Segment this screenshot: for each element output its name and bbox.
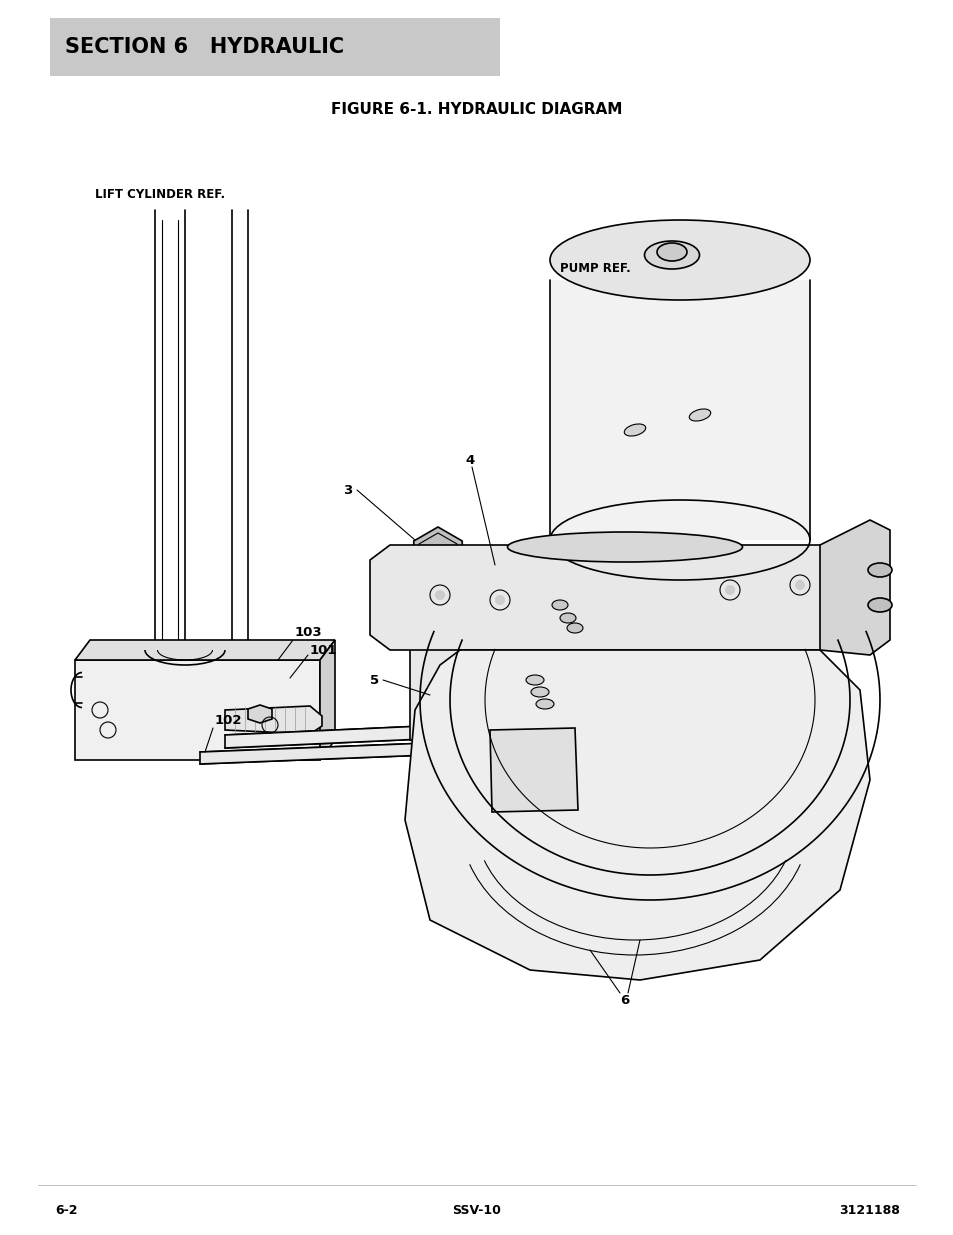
Ellipse shape	[867, 598, 891, 613]
Circle shape	[794, 580, 804, 590]
Polygon shape	[200, 739, 555, 764]
Text: 103: 103	[294, 625, 322, 638]
Polygon shape	[225, 720, 555, 748]
Text: 3: 3	[343, 483, 353, 496]
Polygon shape	[248, 705, 272, 722]
Ellipse shape	[559, 613, 576, 622]
Circle shape	[724, 585, 734, 595]
Text: 3121188: 3121188	[839, 1203, 899, 1216]
Text: SECTION 6   HYDRAULIC: SECTION 6 HYDRAULIC	[65, 37, 344, 57]
Circle shape	[435, 590, 444, 600]
Polygon shape	[519, 571, 539, 740]
Bar	[50, 19, 499, 77]
Ellipse shape	[566, 622, 582, 634]
Ellipse shape	[867, 563, 891, 577]
Text: 101: 101	[310, 643, 337, 657]
Ellipse shape	[623, 424, 645, 436]
Text: LIFT CYLINDER REF.: LIFT CYLINDER REF.	[95, 189, 225, 201]
Text: FIGURE 6-1. HYDRAULIC DIAGRAM: FIGURE 6-1. HYDRAULIC DIAGRAM	[331, 103, 622, 117]
Polygon shape	[820, 520, 889, 655]
Polygon shape	[319, 640, 335, 760]
Polygon shape	[225, 706, 322, 734]
Polygon shape	[410, 571, 539, 585]
Polygon shape	[490, 727, 578, 811]
Text: 5: 5	[370, 673, 379, 687]
Polygon shape	[370, 545, 859, 650]
Ellipse shape	[531, 687, 548, 697]
Polygon shape	[405, 650, 869, 981]
Ellipse shape	[536, 699, 554, 709]
Text: PUMP REF.: PUMP REF.	[559, 262, 630, 274]
Ellipse shape	[657, 243, 686, 261]
Polygon shape	[490, 564, 512, 580]
Ellipse shape	[525, 676, 543, 685]
Ellipse shape	[550, 220, 809, 300]
Ellipse shape	[507, 532, 741, 562]
Ellipse shape	[552, 600, 567, 610]
Polygon shape	[410, 585, 519, 740]
Ellipse shape	[644, 241, 699, 269]
Polygon shape	[550, 280, 809, 540]
Text: 6: 6	[619, 993, 629, 1007]
Ellipse shape	[689, 409, 710, 421]
Polygon shape	[512, 572, 532, 585]
Text: SSV-10: SSV-10	[452, 1203, 501, 1216]
Text: 4: 4	[465, 453, 475, 467]
Circle shape	[495, 595, 504, 605]
Text: 6-2: 6-2	[55, 1203, 77, 1216]
Text: 102: 102	[214, 714, 242, 726]
Polygon shape	[75, 640, 335, 659]
Polygon shape	[75, 659, 319, 760]
Polygon shape	[414, 527, 462, 583]
